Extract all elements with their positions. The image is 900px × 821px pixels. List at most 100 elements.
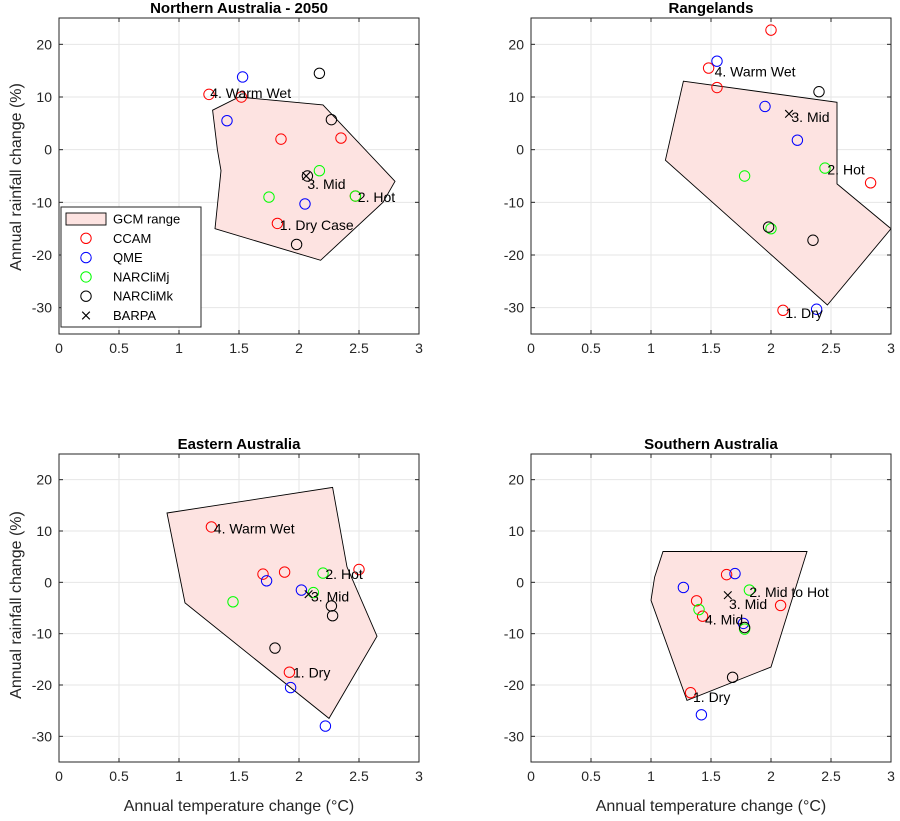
x-tick-label: 0.5: [581, 340, 601, 356]
legend-label: BARPA: [113, 308, 156, 323]
annotation-label: 2. Hot: [358, 189, 395, 205]
legend-label: QME: [113, 250, 143, 265]
x-tick-label: 3: [887, 768, 895, 784]
y-tick-label: 0: [44, 142, 52, 158]
ccam-marker: [203, 88, 215, 101]
narclimj-marker: [738, 170, 751, 182]
x-tick-label: 2: [767, 340, 775, 356]
legend-label: NARCliMk: [113, 289, 173, 304]
annotation-label: 1. Dry: [293, 665, 330, 681]
ccam-marker: [205, 521, 218, 533]
ccam-marker: [774, 599, 787, 612]
narclimj-marker: [693, 603, 705, 616]
x-tick-label: 2.5: [349, 340, 369, 356]
annotation-label: 4. Warm Wet: [210, 85, 291, 101]
annotation-label: 4. Warm Wet: [214, 520, 295, 536]
narclimj-marker: [317, 567, 329, 579]
annotation-label: 2. Hot: [827, 162, 864, 178]
annotation-label: 2. Hot: [325, 566, 362, 582]
panel-2: 4. Warm Wet 3. Mid 2. Hot 1. Dry 0 0.5 1 1.5 2 2.…: [504, 0, 895, 356]
qme-marker: [295, 584, 308, 596]
qme-marker: [319, 720, 332, 732]
barpa-marker-stroke: [784, 109, 794, 119]
y-tick-label: 10: [36, 89, 52, 105]
x-tick-label: 0: [55, 768, 63, 784]
panel-title: Eastern Australia: [178, 436, 301, 453]
panel-3: 4. Warm Wet 2. Hot 3. Mid 1. Dry 0 0.5 1 1.5 2 2.…: [32, 436, 423, 784]
qme-marker: [221, 115, 233, 127]
narclimj-marker: [227, 596, 239, 608]
y-tick-label: -30: [32, 728, 52, 744]
legend-label: GCM range: [113, 212, 180, 227]
x-tick-label: 1: [647, 340, 655, 356]
barpa-marker: [302, 171, 311, 181]
narclimj-marker: [743, 584, 756, 596]
qme-marker: [729, 567, 741, 580]
legend-label: CCAM: [113, 231, 151, 246]
y-tick-label: 20: [508, 472, 524, 488]
narclimk-marker: [807, 234, 819, 246]
y-tick-label: -20: [32, 247, 52, 263]
y-tick-label: 10: [508, 89, 524, 105]
legend-marker-narclimk: [80, 290, 92, 302]
qme-marker: [711, 55, 723, 67]
ccam-marker: [684, 687, 697, 699]
narclimk-marker: [326, 610, 339, 622]
y-tick-label: -20: [32, 677, 52, 693]
x-axis-label-left: Annual temperature change (°C): [124, 798, 355, 815]
annotation-label: 3. Mid: [729, 596, 767, 612]
gcm-range-polygon: [166, 486, 378, 720]
ccam-marker: [777, 304, 789, 316]
narclimk-marker: [269, 642, 281, 654]
legend-box: [60, 206, 202, 328]
narclimj-marker: [263, 191, 275, 203]
ccam-marker: [690, 595, 703, 607]
narclimk-marker: [813, 86, 825, 98]
x-tick-label: 1: [175, 768, 183, 784]
ccam-marker: [235, 91, 248, 103]
ccam-marker: [720, 568, 733, 581]
x-tick-label: 1.5: [229, 768, 249, 784]
y-tick-label: -10: [32, 626, 52, 642]
y-tick-label: -10: [32, 194, 52, 210]
x-tick-label: 1: [647, 768, 655, 784]
ccam-marker: [353, 563, 365, 576]
qme-marker: [737, 617, 750, 630]
barpa-marker: [304, 589, 313, 599]
y-tick-label: -30: [504, 300, 524, 316]
ccam-marker: [257, 568, 269, 580]
legend-marker-barpa: [81, 311, 91, 320]
ccam-marker: [275, 133, 287, 145]
x-tick-label: 2.5: [821, 340, 841, 356]
ccam-marker: [702, 62, 715, 74]
x-tick-label: 1.5: [701, 768, 721, 784]
y-tick-label: 10: [508, 523, 524, 539]
qme-marker: [810, 303, 823, 315]
barpa-marker: [784, 109, 794, 119]
ccam-marker: [335, 132, 347, 144]
annotation-label: 4. Warm Wet: [715, 64, 796, 80]
x-tick-label: 0: [527, 768, 535, 784]
ccam-marker: [765, 24, 777, 36]
panel-title: Northern Australia - 2050: [150, 0, 328, 17]
narclimk-marker: [325, 113, 338, 126]
legend-swatch-gcm-range: [65, 212, 107, 226]
ccam-marker: [864, 177, 877, 189]
legend-marker-ccam: [80, 232, 92, 245]
legend-label: NARCliMj: [113, 269, 169, 284]
y-tick-label: -30: [32, 300, 52, 316]
x-tick-label: 0: [55, 340, 63, 356]
panel-title: Southern Australia: [644, 436, 778, 453]
annotation-label: 3. Mid: [311, 589, 349, 605]
x-axis-label-right: Annual temperature change (°C): [596, 798, 827, 815]
annotation-label: 1. Dry Case: [280, 217, 354, 233]
x-tick-label: 3: [415, 340, 423, 356]
annotation-label: 3. Mid: [307, 176, 345, 192]
y-tick-label: 20: [36, 472, 52, 488]
x-tick-label: 0.5: [581, 768, 601, 784]
y-tick-label: 0: [44, 574, 52, 590]
narclimk-marker: [301, 170, 314, 182]
qme-marker: [299, 198, 311, 210]
